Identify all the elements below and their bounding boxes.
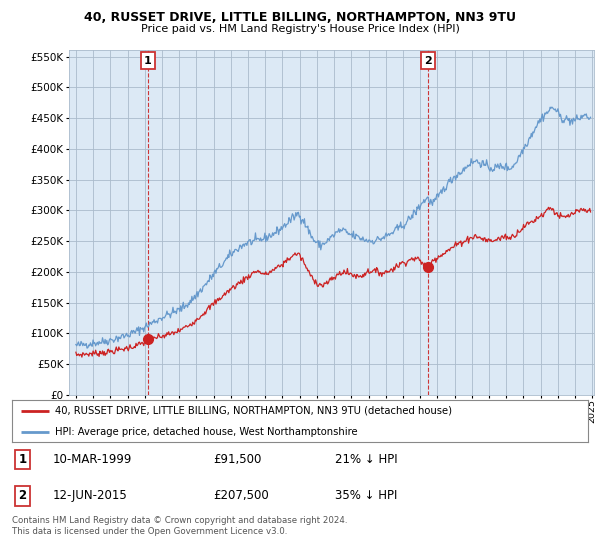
Text: 10-MAR-1999: 10-MAR-1999 — [52, 453, 131, 466]
Text: 1: 1 — [144, 55, 152, 66]
Text: £91,500: £91,500 — [214, 453, 262, 466]
Text: Contains HM Land Registry data © Crown copyright and database right 2024.
This d: Contains HM Land Registry data © Crown c… — [12, 516, 347, 536]
Text: HPI: Average price, detached house, West Northamptonshire: HPI: Average price, detached house, West… — [55, 427, 358, 437]
Text: 40, RUSSET DRIVE, LITTLE BILLING, NORTHAMPTON, NN3 9TU (detached house): 40, RUSSET DRIVE, LITTLE BILLING, NORTHA… — [55, 406, 452, 416]
Text: 12-JUN-2015: 12-JUN-2015 — [52, 489, 127, 502]
Text: Price paid vs. HM Land Registry's House Price Index (HPI): Price paid vs. HM Land Registry's House … — [140, 24, 460, 34]
Text: 40, RUSSET DRIVE, LITTLE BILLING, NORTHAMPTON, NN3 9TU: 40, RUSSET DRIVE, LITTLE BILLING, NORTHA… — [84, 11, 516, 24]
Text: 2: 2 — [19, 489, 26, 502]
Text: 35% ↓ HPI: 35% ↓ HPI — [335, 489, 397, 502]
Text: 1: 1 — [19, 453, 26, 466]
Text: 21% ↓ HPI: 21% ↓ HPI — [335, 453, 397, 466]
Text: £207,500: £207,500 — [214, 489, 269, 502]
Text: 2: 2 — [424, 55, 431, 66]
